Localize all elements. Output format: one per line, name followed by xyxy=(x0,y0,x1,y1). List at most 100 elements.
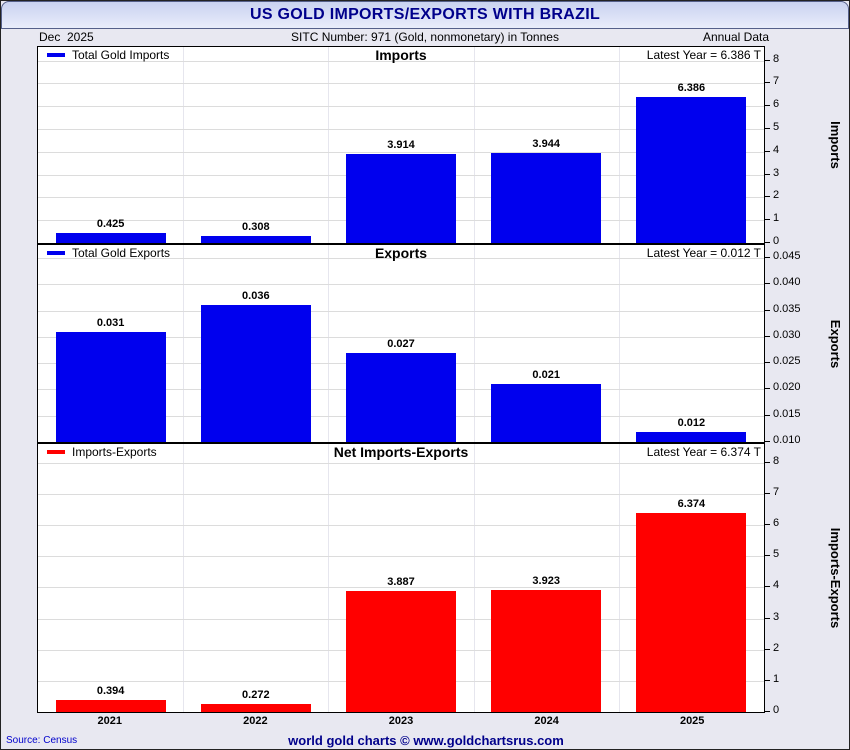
y-tick-mark xyxy=(765,414,770,416)
y-tick-mark xyxy=(765,59,770,61)
y-tick-label: 3 xyxy=(773,610,780,623)
bar-value-label: 0.012 xyxy=(677,416,706,429)
gridline xyxy=(38,556,764,558)
exports-y-axis-label: Exports xyxy=(828,319,843,368)
bar-value-label: 0.021 xyxy=(532,369,560,382)
y-tick-mark xyxy=(765,257,770,259)
bar-2022 xyxy=(200,235,311,243)
imports-plot-area: 0.425 0.308 3.914 3.944 6.386 xyxy=(37,46,765,244)
y-tick-label: 0.030 xyxy=(773,328,801,341)
footer-row: Source: Census world gold charts © www.g… xyxy=(1,731,849,749)
y-tick-mark xyxy=(765,586,770,588)
bar-value-label: 0.272 xyxy=(242,688,270,701)
x-axis-label: 2025 xyxy=(679,715,705,727)
bar-2025 xyxy=(636,431,747,442)
gridline xyxy=(38,151,764,153)
y-tick-label: 0 xyxy=(773,704,780,716)
bar-value-label: 3.923 xyxy=(532,574,560,587)
bar-value-label: 0.036 xyxy=(242,290,270,303)
subheader-row: Dec 2025 SITC Number: 971 (Gold, nonmone… xyxy=(1,29,849,46)
y-tick-label: 0.010 xyxy=(773,434,801,446)
x-axis-label: 2023 xyxy=(388,715,414,727)
gridline xyxy=(38,60,764,62)
y-tick-label: 0 xyxy=(773,235,780,247)
y-tick-mark xyxy=(765,679,770,681)
gridline xyxy=(38,258,764,260)
vertical-gridline xyxy=(473,245,475,442)
x-axis-label: 2021 xyxy=(97,715,123,727)
vertical-gridline xyxy=(473,444,475,712)
gridline xyxy=(38,587,764,589)
vertical-gridline xyxy=(328,245,330,442)
y-tick-label: 1 xyxy=(773,672,780,685)
net-y-axis-label: Imports-Exports xyxy=(828,527,843,629)
vertical-gridline xyxy=(183,444,185,712)
y-tick-label: 0.015 xyxy=(773,407,801,420)
y-tick-mark xyxy=(765,283,770,285)
y-tick-mark xyxy=(765,555,770,557)
bar-value-label: 0.308 xyxy=(242,220,270,233)
sitc-label: SITC Number: 971 (Gold, nonmonetary) in … xyxy=(291,30,559,44)
vertical-gridline xyxy=(328,47,330,243)
bar-2024 xyxy=(491,153,602,243)
bar-2021 xyxy=(55,699,166,712)
y-tick-label: 3 xyxy=(773,166,780,179)
x-axis-label: 2024 xyxy=(534,715,559,727)
y-tick-mark xyxy=(765,128,770,130)
gridline xyxy=(38,83,764,85)
bar-value-label: 3.914 xyxy=(387,138,415,151)
gridline xyxy=(38,284,764,286)
y-tick-label: 8 xyxy=(773,52,780,65)
y-tick-label: 8 xyxy=(773,454,780,467)
y-tick-label: 0.040 xyxy=(773,276,801,289)
date-label: Dec 2025 xyxy=(39,30,94,44)
y-tick-mark xyxy=(765,219,770,221)
y-tick-mark xyxy=(765,105,770,107)
bar-2024 xyxy=(491,384,602,442)
y-tick-mark xyxy=(765,173,770,175)
y-tick-mark xyxy=(765,335,770,337)
bar-2022 xyxy=(200,703,311,712)
x-axis-labels-row: 2021 2022 2023 2024 2025 xyxy=(1,713,849,731)
bar-value-label: 6.374 xyxy=(677,498,706,511)
bar-2023 xyxy=(346,153,456,243)
page-title: US GOLD IMPORTS/EXPORTS WITH BRAZIL xyxy=(249,6,601,23)
vertical-gridline xyxy=(618,47,620,243)
y-tick-mark xyxy=(765,150,770,152)
y-tick-mark xyxy=(765,492,770,494)
gridline xyxy=(38,106,764,108)
y-tick-mark xyxy=(765,309,770,311)
bar-value-label: 3.887 xyxy=(387,575,415,588)
y-tick-label: 0.035 xyxy=(773,302,801,315)
y-tick-label: 4 xyxy=(773,143,780,156)
bar-value-label: 0.394 xyxy=(96,684,125,697)
y-tick-mark xyxy=(765,711,770,712)
y-tick-label: 7 xyxy=(773,75,780,88)
y-tick-mark xyxy=(765,441,770,442)
y-tick-label: 5 xyxy=(773,121,780,134)
x-axis-label: 2022 xyxy=(243,715,268,727)
y-tick-mark xyxy=(765,648,770,650)
net-imports-exports-panel: 0.394 0.272 3.887 3.923 6.374 Imports-Export… xyxy=(1,443,849,716)
y-tick-label: 0.045 xyxy=(773,250,801,263)
bar-2024 xyxy=(491,589,602,712)
vertical-gridline xyxy=(183,47,185,243)
y-tick-label: 2 xyxy=(773,189,780,202)
y-tick-mark xyxy=(765,362,770,364)
bar-value-label: 0.027 xyxy=(387,337,415,350)
vertical-gridline xyxy=(183,245,185,442)
bar-value-label: 0.425 xyxy=(96,218,125,231)
bar-2023 xyxy=(346,590,456,712)
bar-2021 xyxy=(55,233,166,243)
y-tick-mark xyxy=(765,196,770,198)
bar-2022 xyxy=(200,305,311,442)
y-tick-label: 7 xyxy=(773,485,780,498)
y-tick-mark xyxy=(765,617,770,619)
imports-y-axis-label: Imports xyxy=(828,121,843,169)
exports-plot-area: 0.031 0.036 0.027 0.021 0.012 xyxy=(37,244,765,443)
exports-panel: 0.031 0.036 0.027 0.021 0.012 Total Gold Exp… xyxy=(1,244,849,446)
imports-panel: 0.425 0.308 3.914 3.944 6.386 Total Gold Imp… xyxy=(1,46,849,247)
y-tick-label: 0.020 xyxy=(773,381,801,394)
gridline xyxy=(38,310,764,312)
